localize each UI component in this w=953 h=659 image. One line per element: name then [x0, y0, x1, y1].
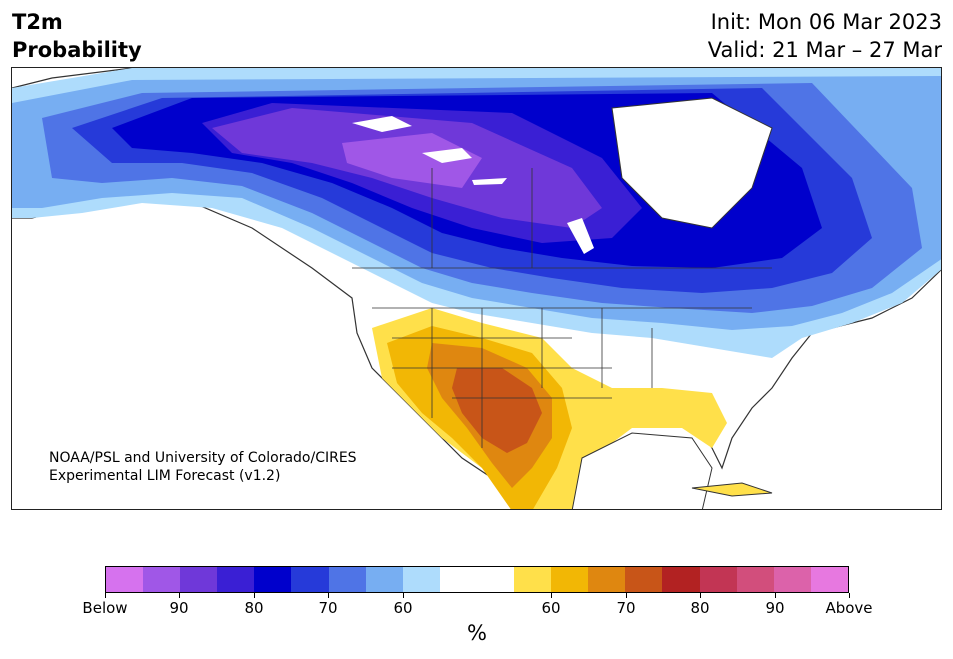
colorbar-cell: [736, 567, 774, 592]
colorbar-tick-label: Above: [825, 599, 873, 617]
title-kind: Probability: [12, 38, 142, 62]
colorbar-tick-label: 70: [318, 599, 338, 617]
cuba: [691, 482, 773, 497]
colorbar-tick: [402, 593, 404, 598]
credit-line2: Experimental LIM Forecast (v1.2): [49, 468, 281, 484]
colorbar-cell: [365, 567, 403, 592]
colorbar-cell: [180, 567, 218, 592]
colorbar-cell: [773, 567, 811, 592]
colorbar-tick: [327, 593, 329, 598]
colorbar-cell: [254, 567, 292, 592]
colorbar-tick-label: 70: [616, 599, 636, 617]
colorbar-cell: [217, 567, 255, 592]
lake-slave: [422, 148, 472, 163]
colorbar-cell: [476, 567, 515, 592]
forecast-dates: Init: Mon 06 Mar 2023 Valid: 21 Mar – 27…: [708, 8, 942, 64]
colorbar-unit: %: [467, 621, 487, 645]
colorbar-tick-label: 90: [169, 599, 189, 617]
colorbar-tick: [178, 593, 180, 598]
colorbar-tick-label: 80: [690, 599, 710, 617]
credit-text: NOAA/PSL and University of Colorado/CIRE…: [49, 449, 357, 485]
map-svg: [12, 68, 941, 509]
colorbar-tick: [625, 593, 627, 598]
credit-line1: NOAA/PSL and University of Colorado/CIRE…: [49, 450, 357, 466]
colorbar-tick-label: Below: [82, 599, 128, 617]
warm-75: [452, 368, 542, 453]
colorbar-tick: [699, 593, 701, 598]
borders: [352, 168, 772, 448]
colorbar-tick: [848, 593, 850, 598]
lake-winnipeg: [567, 218, 594, 254]
colorbar-cell: [291, 567, 329, 592]
map-title: T2m Probability: [12, 8, 142, 64]
hudson-bay: [611, 97, 773, 229]
cold-95: [342, 133, 482, 188]
colorbar-tick-label: 60: [541, 599, 561, 617]
gulf-of-mexico: [571, 432, 713, 509]
colorbar-cell: [699, 567, 737, 592]
colorbar-cell: [402, 567, 440, 592]
colorbar-tick: [774, 593, 776, 598]
colorbar-tick: [253, 593, 255, 598]
lake-athabasca: [472, 178, 507, 185]
colorbar-cell: [588, 567, 626, 592]
colorbar-cell: [662, 567, 700, 592]
colorbar-tick: [550, 593, 552, 598]
colorbar-cell: [439, 567, 477, 592]
colorbar-tick: [104, 593, 106, 598]
probability-map: [11, 67, 942, 510]
colorbar-tick-label: 80: [244, 599, 264, 617]
lake-bear: [352, 116, 412, 132]
colorbar-cell: [551, 567, 589, 592]
colorbar-cell: [514, 567, 552, 592]
colorbar-cell: [106, 567, 144, 592]
colorbar-cell: [143, 567, 181, 592]
colorbar-cell: [810, 567, 848, 592]
init-date: Init: Mon 06 Mar 2023: [710, 10, 942, 34]
colorbar-cell: [328, 567, 366, 592]
title-variable: T2m: [12, 10, 63, 34]
colorbar: [105, 566, 849, 593]
valid-range: Valid: 21 Mar – 27 Mar: [707, 38, 942, 62]
colorbar-tick-label: 90: [765, 599, 785, 617]
colorbar-tick-label: 60: [393, 599, 413, 617]
colorbar-cell: [625, 567, 663, 592]
